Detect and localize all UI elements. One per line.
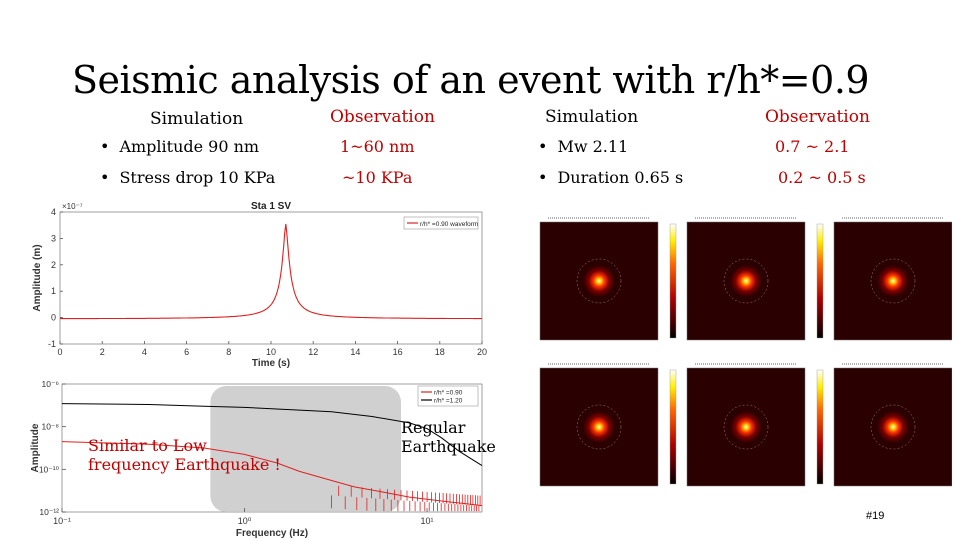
spectrum-xtick-label: 10⁰ — [238, 516, 252, 526]
heatmap-colorbar — [669, 369, 677, 485]
note-low-frequency: Similar to Low frequency Earthquake ! — [88, 436, 281, 474]
heatmap-colorbar — [669, 223, 677, 339]
row-duration-observed: 0.2 ~ 0.5 s — [778, 168, 866, 187]
waveform-ytick-label: -1 — [48, 339, 56, 349]
heatmap-hotspot — [730, 265, 762, 297]
header-simulation-left: Simulation — [150, 109, 244, 129]
waveform-legend-label: r/h* =0.90 waveform — [420, 221, 478, 228]
waveform-xtick-label: 6 — [184, 347, 189, 357]
waveform-plot-area — [59, 211, 483, 345]
waveform-xlabel: Time (s) — [252, 358, 290, 368]
heatmap-colorbar — [816, 369, 824, 485]
waveform-xtick-label: 18 — [435, 347, 445, 357]
note-low-frequency-line1: Similar to Low — [88, 436, 207, 455]
spectrum-legend-label-0: r/h* =0.90 — [434, 390, 463, 397]
spectrum-series-line-0 — [61, 441, 483, 507]
heatmap-panel — [539, 363, 677, 487]
heatmap-hotspot — [583, 411, 615, 443]
row-duration-label: Duration 0.65 s — [538, 168, 683, 187]
heatmap-panel — [833, 217, 952, 341]
waveform-xtick-label: 20 — [477, 347, 487, 357]
row-stress-observed: ~10 KPa — [342, 168, 413, 187]
heatmap-contour — [870, 258, 916, 304]
waveform-title: Sta 1 SV — [251, 201, 291, 212]
waveform-xtick-label: 16 — [393, 347, 403, 357]
waveform-ytick-label: 3 — [51, 233, 56, 243]
heatmap-hotspot — [877, 411, 909, 443]
heatmap-contour — [870, 404, 916, 450]
heatmap-contour — [576, 258, 622, 304]
page-title: Seismic analysis of an event with r/h*=0… — [72, 58, 870, 102]
waveform-xtick-label: 2 — [100, 347, 105, 357]
spectrum-xlabel: Frequency (Hz) — [236, 528, 308, 539]
waveform-xtick-label: 0 — [57, 347, 62, 357]
heatmap-panel — [686, 217, 824, 341]
row-amplitude-label: Amplitude 90 nm — [100, 137, 259, 156]
spectrum-ytick-label: 10⁻¹² — [39, 507, 59, 517]
spectrum-noise-tail — [331, 485, 481, 512]
waveform-ylabel: Amplitude (m) — [32, 244, 43, 311]
waveform-legend — [403, 216, 479, 230]
row-mw-observed: 0.7 ~ 2.1 — [775, 137, 850, 156]
heatmap-contour — [723, 258, 769, 304]
waveform-xtick-label: 12 — [308, 347, 318, 357]
heatmap-hotspot — [730, 411, 762, 443]
waveform-series-line — [60, 223, 482, 320]
spectrum-ylabel: Amplitude — [30, 423, 41, 472]
row-stress-label: Stress drop 10 KPa — [100, 168, 275, 187]
note-regular-earthquake: Regular Earthquake — [401, 418, 496, 456]
heatmap-panel — [686, 363, 824, 487]
waveform-multiplier: ×10⁻⁷ — [62, 202, 83, 211]
note-regular-line1: Regular — [401, 418, 466, 437]
spectrum-xtick-label: 10⁻¹ — [53, 516, 71, 526]
spectrum-legend-label-1: r/h* =1.20 — [434, 398, 463, 405]
waveform-ytick-label: 1 — [51, 286, 56, 296]
spectrum-ytick-label: 10⁻⁶ — [42, 379, 59, 389]
heatmap-contour — [576, 404, 622, 450]
spectrum-highlight-band — [210, 386, 402, 512]
waveform-ytick-label: 0 — [51, 313, 56, 323]
heatmap-colorbar — [816, 223, 824, 339]
waveform-xtick-label: 8 — [226, 347, 231, 357]
waveform-ytick-label: 4 — [51, 207, 56, 217]
header-simulation-right: Simulation — [545, 107, 639, 127]
waveform-xtick-label: 4 — [142, 347, 147, 357]
waveform-xtick-label: 14 — [350, 347, 360, 357]
spectrum-ytick-label: 10⁻⁸ — [41, 422, 59, 432]
spectrum-chart: 10⁻¹ 10⁰ 10¹ 10⁻¹² 10⁻¹⁰ 10⁻⁸ 10⁻⁶ Frequency (H… — [30, 379, 483, 539]
row-mw-label: Mw 2.11 — [538, 137, 628, 156]
spectrum-series-line-1 — [61, 403, 483, 467]
row-amplitude-observed: 1~60 nm — [340, 137, 415, 156]
heatmap-panel — [539, 217, 677, 341]
heatmap-hotspot — [583, 265, 615, 297]
waveform-ytick-label: 2 — [51, 260, 56, 270]
note-low-frequency-line2: frequency Earthquake ! — [88, 455, 281, 474]
spectrum-xtick-label: 10¹ — [421, 516, 434, 526]
heatmap-contour — [723, 404, 769, 450]
note-regular-line2: Earthquake — [401, 437, 496, 456]
waveform-xtick-label: 10 — [266, 347, 276, 357]
heatmap-hotspot — [877, 265, 909, 297]
heatmap-grid — [539, 217, 952, 487]
heatmap-panel — [833, 363, 952, 487]
header-observation-left: Observation — [330, 107, 435, 127]
spectrum-ytick-label: 10⁻¹⁰ — [39, 464, 60, 474]
header-observation-right: Observation — [765, 107, 870, 127]
spectrum-legend — [417, 385, 479, 407]
slide-number: #19 — [866, 510, 885, 522]
